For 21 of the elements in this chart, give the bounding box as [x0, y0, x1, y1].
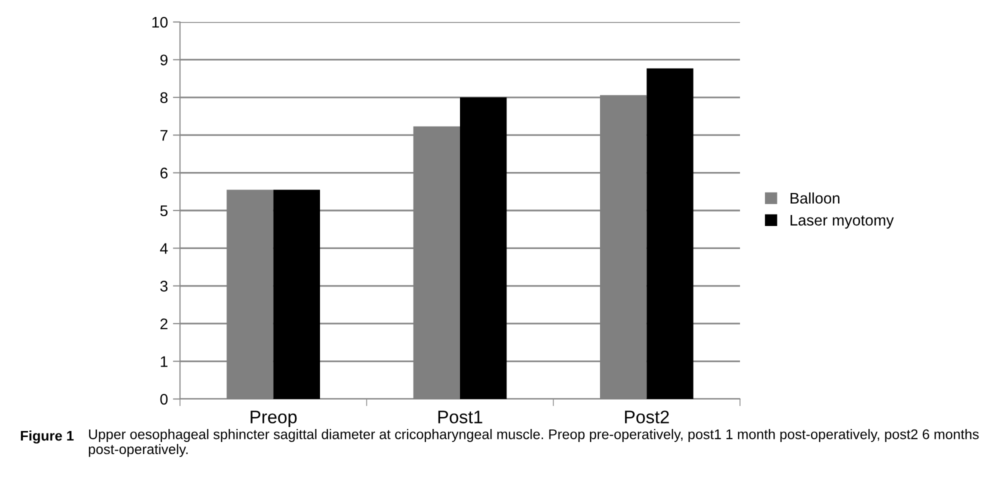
x-tick-label: Preop	[250, 410, 297, 427]
y-tick-label: 1	[160, 356, 168, 367]
bar	[646, 68, 694, 399]
y-tick-label: 3	[160, 280, 168, 292]
legend-label: Balloon	[790, 192, 840, 204]
y-tick-label: 10	[152, 16, 168, 28]
y-tick-label: 6	[160, 168, 168, 178]
bar	[273, 190, 320, 399]
x-tick-label: Post2	[625, 410, 669, 424]
y-tick-label: 4	[160, 243, 168, 254]
text: Upper oesophageal sphincter sagittal diameter at cricopharyngeal muscle. Preop pre-operatively, post1 1 month post-operatively, post2 6 months post-operatively.	[88, 429, 979, 457]
y-tick-label: 7	[160, 130, 168, 141]
y-tick-label: 8	[160, 92, 168, 104]
bar	[460, 97, 507, 399]
y-tick-label: 2	[160, 318, 168, 330]
caption: Figure 1	[20, 430, 74, 444]
y-tick-label: 0	[160, 394, 168, 405]
y-tick-label: 9	[160, 54, 168, 66]
legend-label: Laser myotomy	[790, 214, 894, 229]
x-tick-label: Post1	[438, 410, 482, 424]
y-tick-label: 5	[160, 206, 168, 216]
